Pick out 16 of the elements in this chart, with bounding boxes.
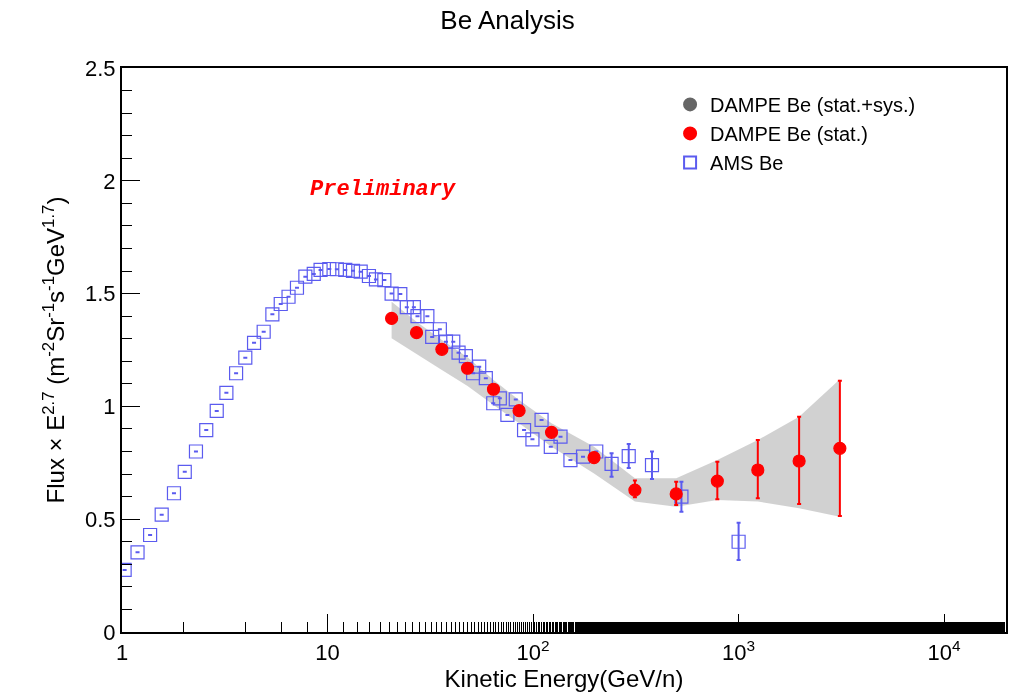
x-tick-label: 10$^{4}$ bbox=[927, 637, 962, 666]
x-tick-label: 10 bbox=[315, 640, 340, 666]
y-tick-label: 0.5 bbox=[85, 506, 116, 532]
y-tick-label: 0 bbox=[103, 619, 116, 645]
y-tick-label: 1.5 bbox=[85, 281, 116, 307]
legend-label: DAMPE Be (stat.) bbox=[710, 123, 868, 146]
y-tick-label: 2 bbox=[103, 168, 116, 194]
chart-title: Be Analysis bbox=[440, 4, 575, 35]
x-tick-label: 10$^{2}$ bbox=[516, 637, 550, 666]
y-tick-label: 2.5 bbox=[85, 55, 116, 81]
legend-label: DAMPE Be (stat.+sys.) bbox=[710, 94, 916, 117]
x-axis-title: Kinetic Energy(GeV/n) bbox=[444, 665, 684, 693]
annotation: Preliminary bbox=[310, 177, 457, 202]
y-tick-label: 1 bbox=[103, 394, 116, 420]
legend-label: AMS Be bbox=[710, 152, 784, 175]
x-tick-label: 10$^{3}$ bbox=[722, 637, 756, 666]
